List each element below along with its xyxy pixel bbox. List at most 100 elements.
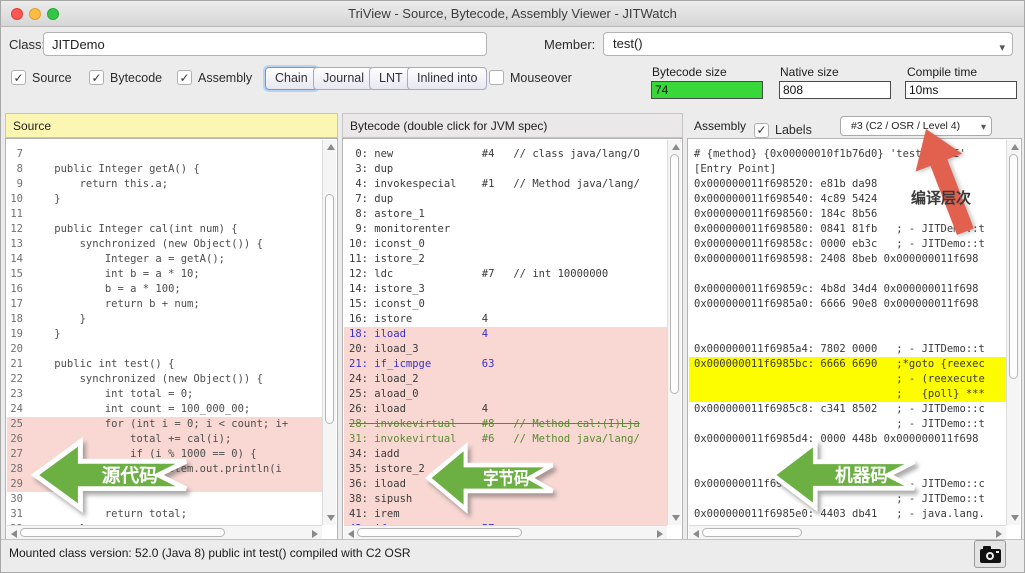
bytecode-hscrollbar[interactable]: [344, 525, 667, 539]
assembly-hscrollbar[interactable]: [689, 525, 1006, 539]
source-line[interactable]: 14 Integer a = getA();: [7, 252, 322, 267]
source-line[interactable]: 26 total += cal(i);: [7, 432, 322, 447]
assembly-line[interactable]: 0x000000011f698598: 2408 8beb 0x00000001…: [689, 252, 1006, 267]
source-line[interactable]: 27 if (i % 1000 == 0) {: [7, 447, 322, 462]
bytecode-line[interactable]: 31: invokevirtual #6 // Method java/lang…: [344, 432, 667, 447]
mouseover-checkbox[interactable]: Mouseover: [489, 70, 572, 85]
scroll-left-icon[interactable]: [348, 530, 354, 538]
bytecode-line[interactable]: 21: if_icmpge 63: [344, 357, 667, 372]
source-line[interactable]: 19 }: [7, 327, 322, 342]
bytecode-line[interactable]: 0: new #4 // class java/lang/O: [344, 147, 667, 162]
scroll-thumb[interactable]: [670, 154, 679, 394]
scroll-thumb[interactable]: [1009, 154, 1018, 379]
scroll-right-icon[interactable]: [996, 530, 1002, 538]
source-line[interactable]: 9 return this.a;: [7, 177, 322, 192]
bytecode-line[interactable]: 25: aload_0: [344, 387, 667, 402]
close-button[interactable]: [11, 8, 23, 20]
bytecode-code[interactable]: 0: new #4 // class java/lang/O 3: dup 4:…: [344, 140, 667, 525]
chain-button[interactable]: Chain: [265, 67, 318, 90]
source-line[interactable]: 13 synchronized (new Object()) {: [7, 237, 322, 252]
bytecode-line[interactable]: 12: ldc #7 // int 10000000: [344, 267, 667, 282]
assembly-line[interactable]: 0x000000011f6985d4: 0000 448b 0x00000001…: [689, 432, 1006, 447]
assembly-line[interactable]: [689, 267, 1006, 282]
bytecode-line[interactable]: 3: dup: [344, 162, 667, 177]
zoom-button[interactable]: [47, 8, 59, 20]
labels-checkbox[interactable]: ✓ Labels: [754, 118, 812, 143]
scroll-thumb[interactable]: [357, 528, 522, 537]
bytecode-line[interactable]: 11: istore_2: [344, 252, 667, 267]
source-checkbox[interactable]: ✓ Source: [11, 70, 72, 85]
source-line[interactable]: 22 synchronized (new Object()) {: [7, 372, 322, 387]
camera-icon[interactable]: [974, 540, 1006, 568]
scroll-up-icon[interactable]: [672, 144, 680, 150]
source-line[interactable]: 23 int total = 0;: [7, 387, 322, 402]
bytecode-line[interactable]: 10: iconst_0: [344, 237, 667, 252]
assembly-line[interactable]: ; - JITDemo::t: [689, 492, 1006, 507]
bytecode-line[interactable]: 15: iconst_0: [344, 297, 667, 312]
scroll-left-icon[interactable]: [11, 530, 17, 538]
bytecode-line[interactable]: 28: invokevirtual #8 // Method cal:(I)Lj…: [344, 417, 667, 432]
scroll-thumb[interactable]: [325, 194, 334, 424]
scroll-left-icon[interactable]: [693, 530, 699, 538]
assembly-line[interactable]: [689, 327, 1006, 342]
inlined-into-button[interactable]: Inlined into: [407, 67, 488, 90]
assembly-line[interactable]: 0x000000011f6985bc: 6666 6690 ;*goto {re…: [689, 357, 1006, 372]
assembly-line[interactable]: 0x000000011f6985e0: 4403 db41 ; - java.l…: [689, 507, 1006, 522]
bytecode-line[interactable]: 24: iload_2: [344, 372, 667, 387]
source-hscrollbar[interactable]: [7, 525, 322, 539]
assembly-line[interactable]: 0x000000011f698540: 4c89 5424: [689, 192, 1006, 207]
assembly-line[interactable]: 0x000000011f698560: 184c 8b56: [689, 207, 1006, 222]
assembly-line[interactable]: 0x000000011f698520: e81b da98: [689, 177, 1006, 192]
source-line[interactable]: 32 }: [7, 522, 322, 525]
source-line[interactable]: 10 }: [7, 192, 322, 207]
assembly-line[interactable]: 0x000000011f6985c8: c341 8502 ; - JITDem…: [689, 402, 1006, 417]
assembly-line[interactable]: 0x000000011f6985a4: 7802 0000 ; - JITDem…: [689, 342, 1006, 357]
bytecode-line[interactable]: 41: irem: [344, 507, 667, 522]
assembly-line[interactable]: [Entry Point]: [689, 162, 1006, 177]
assembly-checkbox[interactable]: ✓ Assembly: [177, 70, 252, 85]
scroll-right-icon[interactable]: [312, 530, 318, 538]
assembly-code[interactable]: # {method} {0x00000010f1b76d0} 'test' '(…: [689, 140, 1006, 525]
scroll-thumb[interactable]: [702, 528, 802, 537]
bytecode-line[interactable]: 26: iload 4: [344, 402, 667, 417]
bytecode-line[interactable]: 20: iload_3: [344, 342, 667, 357]
assembly-line[interactable]: 0x000000011f69858c: 0000 eb3c ; - JITDem…: [689, 237, 1006, 252]
bytecode-checkbox[interactable]: ✓ Bytecode: [89, 70, 162, 85]
bytecode-line[interactable]: 14: istore_3: [344, 282, 667, 297]
minimize-button[interactable]: [29, 8, 41, 20]
source-line[interactable]: 17 return b + num;: [7, 297, 322, 312]
assembly-line[interactable]: ; {poll} ***: [689, 387, 1006, 402]
source-line[interactable]: 31 return total;: [7, 507, 322, 522]
assembly-line[interactable]: 0x000000011f69859c: 4b8d 34d4 0x00000001…: [689, 282, 1006, 297]
assembly-line[interactable]: ; - (reexecute: [689, 372, 1006, 387]
assembly-line[interactable]: ; - JITDemo::t: [689, 417, 1006, 432]
member-select[interactable]: test() ▾: [603, 32, 1013, 56]
source-line[interactable]: 24 int count = 100_000_00;: [7, 402, 322, 417]
journal-button[interactable]: Journal: [313, 67, 374, 90]
assembly-line[interactable]: 0x000000011f6985a0: 6666 90e8 0x00000001…: [689, 297, 1006, 312]
source-line[interactable]: 12 public Integer cal(int num) {: [7, 222, 322, 237]
scroll-up-icon[interactable]: [327, 144, 335, 150]
scroll-thumb[interactable]: [20, 528, 225, 537]
bytecode-line[interactable]: 38: sipush: [344, 492, 667, 507]
source-line[interactable]: 7: [7, 147, 322, 162]
bytecode-line[interactable]: 9: monitorenter: [344, 222, 667, 237]
assembly-vscrollbar[interactable]: [1006, 140, 1020, 525]
scroll-down-icon[interactable]: [672, 515, 680, 521]
source-line[interactable]: 8 public Integer getA() {: [7, 162, 322, 177]
source-line[interactable]: 18 }: [7, 312, 322, 327]
source-line[interactable]: 16 b = a * 100;: [7, 282, 322, 297]
bytecode-line[interactable]: 16: istore 4: [344, 312, 667, 327]
scroll-down-icon[interactable]: [327, 515, 335, 521]
source-line[interactable]: 25 for (int i = 0; i < count; i+: [7, 417, 322, 432]
scroll-down-icon[interactable]: [1011, 515, 1019, 521]
bytecode-vscrollbar[interactable]: [667, 140, 681, 525]
source-line[interactable]: 11: [7, 207, 322, 222]
bytecode-line[interactable]: 42: ifne 57: [344, 522, 667, 525]
source-line[interactable]: 20: [7, 342, 322, 357]
source-line[interactable]: 30: [7, 492, 322, 507]
bytecode-line[interactable]: 8: astore_1: [344, 207, 667, 222]
bytecode-line[interactable]: 4: invokespecial #1 // Method java/lang/: [344, 177, 667, 192]
scroll-up-icon[interactable]: [1011, 144, 1019, 150]
bytecode-line[interactable]: 18: iload 4: [344, 327, 667, 342]
